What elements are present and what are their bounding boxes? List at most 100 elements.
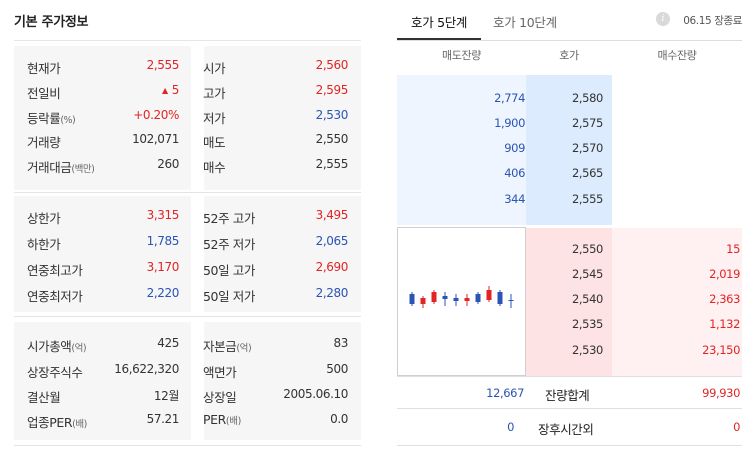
- ask-price[interactable]: 2,580: [572, 91, 603, 105]
- bid-price[interactable]: 2,535: [572, 317, 603, 331]
- info-label-right: 매수: [203, 160, 226, 175]
- info-value-right: 2,280: [315, 286, 349, 300]
- info-value: 3,170: [146, 260, 180, 274]
- header-ask-volume: 매도잔량: [442, 49, 481, 62]
- info-row: 등락률(%) +0.20% 저가 2,530: [14, 108, 361, 128]
- info-value-right: 2,550: [315, 132, 349, 146]
- info-section: 상한가 3,315 52주 고가 3,495 하한가 1,785 52주 저가 2,065 연중…: [14, 196, 361, 312]
- bid-price[interactable]: 2,550: [572, 242, 603, 256]
- info-value-right: 83: [333, 336, 349, 350]
- bid-price[interactable]: 2,540: [572, 292, 603, 306]
- info-row: 현재가 2,555 시가 2,560: [14, 58, 361, 78]
- info-value-right: 2,555: [315, 157, 349, 171]
- totals-label: 잔량합계: [545, 388, 590, 403]
- info-value-right: 2,065: [315, 234, 349, 248]
- candle-body: [508, 300, 514, 301]
- candle-body: [497, 292, 503, 304]
- info-label: 업종PER(배): [27, 415, 87, 430]
- info-value: 260: [157, 157, 179, 171]
- orderbook-tabs: 호가 5단계 호가 10단계: [397, 0, 742, 40]
- info-value-right: 3,495: [315, 208, 349, 222]
- ask-price[interactable]: 2,565: [572, 166, 603, 180]
- info-label-right: 52주 저가: [203, 237, 255, 252]
- section-divider: [14, 445, 361, 446]
- info-value-right: 0.0: [330, 412, 348, 426]
- info-value: 102,071: [132, 132, 179, 146]
- after-hours-label: 장후시간외: [538, 422, 594, 437]
- info-value: 2,220: [146, 286, 180, 300]
- info-label-right: 50일 고가: [203, 263, 255, 278]
- totals-divider: [397, 376, 742, 377]
- mini-candle-chart[interactable]: [397, 227, 526, 376]
- info-icon[interactable]: i: [656, 12, 670, 26]
- info-row: 상장주식수 16,622,320 액면가 500: [14, 362, 361, 382]
- info-value-right: 2,595: [315, 83, 349, 97]
- info-label: 연중최고가: [27, 263, 83, 278]
- ask-price-area: [526, 75, 612, 225]
- info-row: 거래량 102,071 매도 2,550: [14, 132, 361, 152]
- total-bid-volume: 99,930: [702, 386, 740, 400]
- bid-volume: 1,132: [709, 317, 740, 331]
- tab-orderbook-10[interactable]: 호가 10단계: [493, 15, 557, 30]
- info-row: 하한가 1,785 52주 저가 2,065: [14, 234, 361, 254]
- tab-orderbook-5[interactable]: 호가 5단계: [411, 15, 468, 30]
- candle-body: [475, 294, 481, 302]
- candle-body: [486, 290, 492, 300]
- bid-volume: 2,363: [709, 292, 740, 306]
- info-row: 연중최저가 2,220 50일 저가 2,280: [14, 286, 361, 306]
- info-value: 425: [157, 336, 179, 350]
- info-label: 상한가: [27, 211, 61, 226]
- info-value-right: 2005.06.10: [283, 387, 348, 401]
- title-divider: [14, 40, 361, 41]
- column-divider: [191, 322, 204, 440]
- ask-price[interactable]: 2,570: [572, 141, 603, 155]
- info-label: 전일비: [27, 86, 61, 101]
- info-row: 거래대금(백만) 260 매수 2,555: [14, 157, 361, 177]
- active-tab-indicator: [397, 38, 481, 40]
- candle-body: [453, 298, 459, 301]
- bid-price-area: [526, 228, 612, 376]
- info-value: 16,622,320: [114, 362, 179, 376]
- info-value-right: 500: [326, 362, 348, 376]
- basic-stock-info-title: 기본 주가정보: [14, 15, 89, 30]
- info-label: 상장주식수: [27, 365, 83, 380]
- after-hours-divider: [397, 408, 742, 409]
- info-section: 현재가 2,555 시가 2,560 전일비 ▲ 5 고가 2,595 등락률(%) +0.20% 저…: [14, 46, 361, 190]
- info-value: +0.20%: [133, 108, 179, 122]
- after-hours-ask: 0: [507, 420, 514, 434]
- info-label: 현재가: [27, 61, 61, 76]
- column-divider: [191, 196, 204, 312]
- ask-volume: 406: [504, 166, 525, 180]
- info-row: 시가총액(억) 425 자본금(억) 83: [14, 336, 361, 356]
- info-value: ▲ 5: [161, 83, 179, 97]
- info-row: 전일비 ▲ 5 고가 2,595: [14, 83, 361, 103]
- bid-price[interactable]: 2,530: [572, 343, 603, 357]
- ask-price[interactable]: 2,555: [572, 192, 603, 206]
- info-label-right: 고가: [203, 86, 226, 101]
- candle-body: [420, 298, 426, 304]
- info-label: 시가총액(억): [27, 339, 87, 354]
- bid-empty-area: [612, 75, 742, 225]
- info-row: 업종PER(배) 57.21 PER(배) 0.0: [14, 412, 361, 432]
- info-value: 1,785: [146, 234, 180, 248]
- ask-volume: 344: [504, 192, 525, 206]
- total-ask-volume: 12,667: [486, 386, 524, 400]
- ask-volume: 909: [504, 141, 525, 155]
- info-label-right: 52주 고가: [203, 211, 255, 226]
- info-label-right: 자본금(억): [203, 339, 252, 354]
- info-label-right: 상장일: [203, 390, 237, 405]
- info-label-right: 50일 저가: [203, 289, 255, 304]
- ask-volume-area: [397, 75, 526, 225]
- info-label-right: 매도: [203, 135, 226, 150]
- info-value: 3,315: [146, 208, 180, 222]
- bid-price[interactable]: 2,545: [572, 267, 603, 281]
- info-label-right: PER(배): [203, 412, 241, 427]
- info-label-right: 저가: [203, 111, 226, 126]
- candle-body: [442, 296, 448, 299]
- section-divider: [14, 316, 361, 317]
- info-value-right: 2,560: [315, 58, 349, 72]
- info-value-right: 2,690: [315, 260, 349, 274]
- info-value-right: 2,530: [315, 108, 349, 122]
- ask-price[interactable]: 2,575: [572, 116, 603, 130]
- candle-chart-svg: [409, 286, 514, 308]
